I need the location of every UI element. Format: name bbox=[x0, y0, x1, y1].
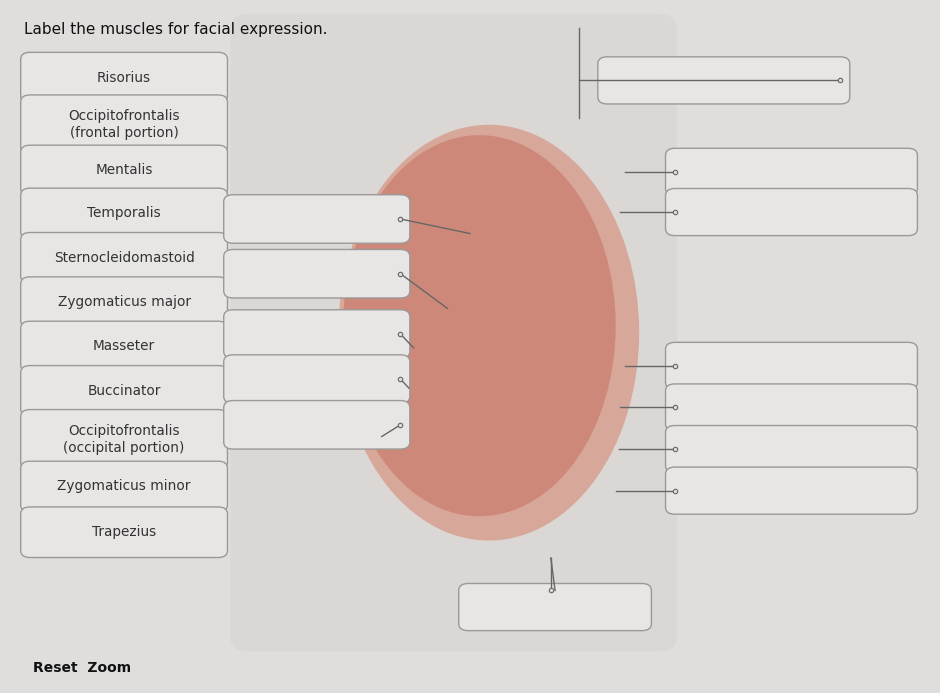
FancyBboxPatch shape bbox=[21, 53, 227, 103]
FancyBboxPatch shape bbox=[21, 322, 227, 371]
FancyBboxPatch shape bbox=[21, 188, 227, 238]
Text: Masseter: Masseter bbox=[93, 340, 155, 353]
FancyBboxPatch shape bbox=[666, 467, 917, 514]
FancyBboxPatch shape bbox=[230, 14, 677, 651]
FancyBboxPatch shape bbox=[666, 426, 917, 473]
FancyBboxPatch shape bbox=[598, 57, 850, 104]
FancyBboxPatch shape bbox=[21, 366, 227, 416]
FancyBboxPatch shape bbox=[21, 146, 227, 195]
Text: Zygomaticus minor: Zygomaticus minor bbox=[57, 480, 191, 493]
FancyBboxPatch shape bbox=[224, 310, 410, 358]
Text: Occipitofrontalis
(occipital portion): Occipitofrontalis (occipital portion) bbox=[63, 424, 185, 455]
Text: Risorius: Risorius bbox=[97, 71, 151, 85]
Ellipse shape bbox=[338, 125, 639, 541]
FancyBboxPatch shape bbox=[21, 507, 227, 557]
FancyBboxPatch shape bbox=[459, 584, 651, 631]
Text: Reset  Zoom: Reset Zoom bbox=[33, 661, 131, 675]
Text: Sternocleidomastoid: Sternocleidomastoid bbox=[54, 251, 195, 265]
FancyBboxPatch shape bbox=[666, 188, 917, 236]
FancyBboxPatch shape bbox=[224, 195, 410, 243]
FancyBboxPatch shape bbox=[224, 355, 410, 403]
FancyBboxPatch shape bbox=[224, 401, 410, 449]
FancyBboxPatch shape bbox=[21, 462, 227, 511]
FancyBboxPatch shape bbox=[666, 384, 917, 431]
Text: Temporalis: Temporalis bbox=[87, 207, 161, 220]
Text: Mentalis: Mentalis bbox=[95, 164, 153, 177]
Text: Trapezius: Trapezius bbox=[92, 525, 156, 539]
Text: Buccinator: Buccinator bbox=[87, 384, 161, 398]
FancyBboxPatch shape bbox=[224, 249, 410, 298]
FancyBboxPatch shape bbox=[21, 233, 227, 283]
Text: Label the muscles for facial expression.: Label the muscles for facial expression. bbox=[24, 22, 327, 37]
Ellipse shape bbox=[343, 135, 616, 516]
FancyBboxPatch shape bbox=[666, 148, 917, 195]
FancyBboxPatch shape bbox=[21, 95, 227, 155]
Text: Zygomaticus major: Zygomaticus major bbox=[57, 295, 191, 309]
FancyBboxPatch shape bbox=[666, 342, 917, 389]
FancyBboxPatch shape bbox=[21, 277, 227, 328]
Text: Occipitofrontalis
(frontal portion): Occipitofrontalis (frontal portion) bbox=[69, 109, 180, 140]
FancyBboxPatch shape bbox=[21, 410, 227, 469]
